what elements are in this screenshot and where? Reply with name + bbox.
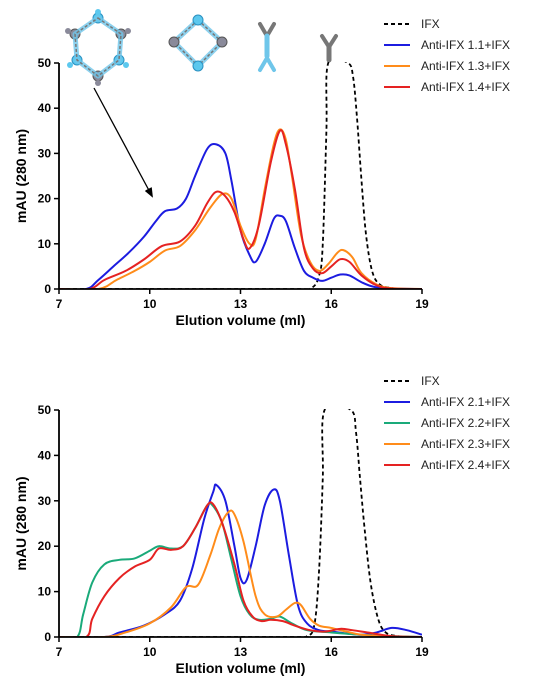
legend-label: Anti-IFX 2.2+IFX (421, 416, 510, 430)
x-tick-label: 7 (56, 297, 63, 311)
x-tick-label: 13 (234, 297, 248, 311)
chart-bottom: 0 10 20 30 40 50 7 10 13 16 19 Elution volume (ml) m… (13, 374, 510, 676)
tetramer-complex-icon (168, 14, 228, 72)
y-tick-label: 50 (38, 403, 52, 417)
y-tick-label: 0 (44, 630, 51, 644)
hexamer-complex-icon (65, 9, 131, 86)
series-line-1 (59, 143, 422, 289)
x-tick-label: 19 (415, 645, 429, 659)
legend: IFX Anti-IFX 2.1+IFX Anti-IFX 2.2+IFX Anti-… (384, 374, 510, 472)
x-tick-label: 10 (143, 645, 157, 659)
series-line-0 (59, 62, 407, 289)
legend-label: Anti-IFX 2.3+IFX (421, 437, 510, 451)
legend-label: Anti-IFX 1.4+IFX (421, 80, 510, 94)
x-tick-label: 13 (234, 645, 248, 659)
series-group (59, 62, 422, 289)
y-tick-label: 20 (38, 192, 52, 206)
x-tick-label: 7 (56, 645, 63, 659)
x-axis-title: Elution volume (ml) (176, 660, 306, 676)
y-axis-title: mAU (280 nm) (13, 476, 29, 570)
x-axis-title: Elution volume (ml) (176, 312, 306, 328)
y-tick-label: 50 (38, 56, 52, 70)
complex-illustrations (65, 9, 338, 198)
y-tick-label: 40 (38, 448, 52, 462)
legend-label: Anti-IFX 2.1+IFX (421, 395, 510, 409)
y-tick-label: 0 (44, 282, 51, 296)
y-axis-title: mAU (280 nm) (13, 129, 29, 223)
annotation-arrow (93, 87, 153, 198)
legend-label: Anti-IFX 2.4+IFX (421, 458, 510, 472)
y-tick-label: 10 (38, 237, 52, 251)
x-tick-label: 10 (143, 297, 157, 311)
y-tick-label: 20 (38, 539, 52, 553)
legend-label: Anti-IFX 1.3+IFX (421, 59, 510, 73)
y-tick-label: 40 (38, 101, 52, 115)
y-tick-label: 10 (38, 585, 52, 599)
dimer-complex-icon (258, 22, 276, 72)
x-tick-label: 16 (325, 297, 339, 311)
legend: IFX Anti-IFX 1.1+IFX Anti-IFX 1.3+IFX Anti-… (384, 17, 510, 94)
legend-label: Anti-IFX 1.1+IFX (421, 38, 510, 52)
legend-label: IFX (421, 17, 440, 31)
series-line-3 (59, 129, 422, 289)
series-line-4 (59, 501, 422, 637)
x-tick-label: 19 (415, 297, 429, 311)
series-line-3 (59, 509, 422, 637)
y-tick-label: 30 (38, 494, 52, 508)
y-tick-label: 30 (38, 146, 52, 160)
chart-top: 0 10 20 30 40 50 7 10 13 16 19 Elution volume (ml) m… (13, 17, 510, 328)
series-group (59, 409, 422, 637)
x-tick-label: 16 (325, 645, 339, 659)
series-line-2 (59, 502, 422, 637)
legend-label: IFX (421, 374, 440, 388)
monomer-complex-icon (320, 34, 338, 63)
